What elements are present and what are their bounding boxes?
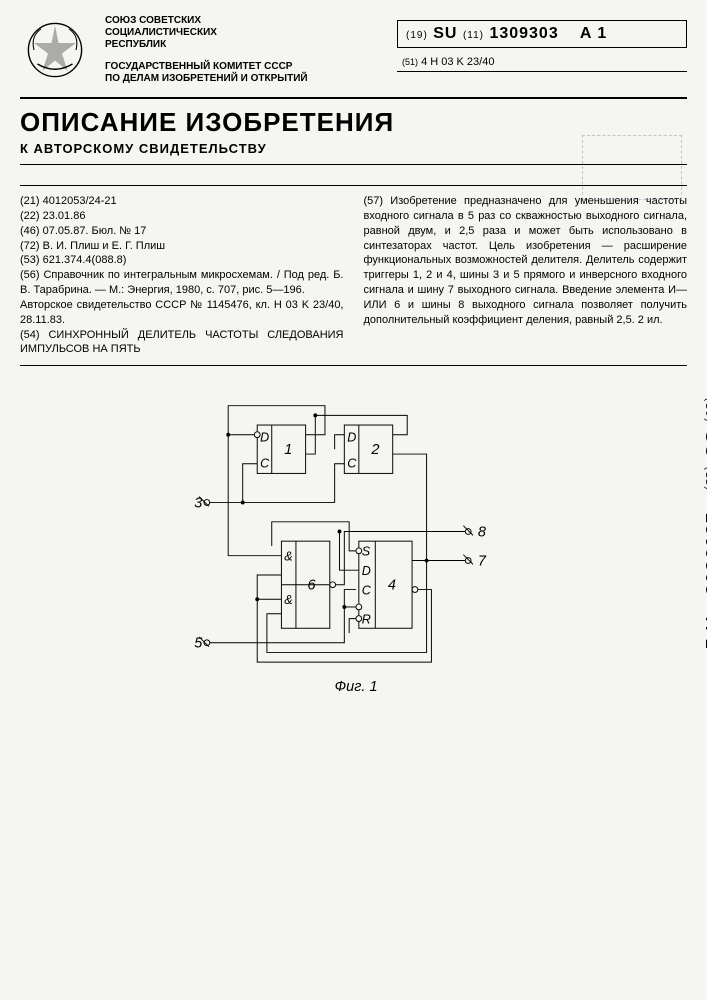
terminal-8: 8: [477, 525, 485, 541]
node-6: 6: [307, 578, 316, 594]
svg-text:D: D: [361, 564, 370, 578]
circuit-diagram: D C 1 D C 2 & & 6 S D C R 4: [184, 396, 524, 696]
header-org-text: СОЮЗ СОВЕТСКИХ СОЦИАЛИСТИЧЕСКИХ РЕСПУБЛИ…: [105, 15, 382, 85]
main-title: ОПИСАНИЕ ИЗОБРЕТЕНИЯ: [20, 107, 687, 138]
publication-number: (19) SU (11) 1309303 A 1: [397, 20, 687, 48]
header-row: СОЮЗ СОВЕТСКИХ СОЦИАЛИСТИЧЕСКИХ РЕСПУБЛИ…: [20, 15, 687, 85]
node-2: 2: [370, 442, 379, 458]
svg-text:C: C: [347, 457, 357, 471]
svg-text:C: C: [260, 457, 270, 471]
org-line3: РЕСПУБЛИК: [105, 39, 382, 51]
node-1: 1: [284, 442, 292, 458]
field-56: (56) Справочник по интегральным микросхе…: [20, 268, 344, 298]
svg-text:&: &: [284, 550, 292, 564]
field-22: (22) 23.01.86: [20, 209, 344, 224]
diagram-area: D C 1 D C 2 & & 6 S D C R 4: [20, 396, 687, 696]
terminal-7: 7: [477, 554, 486, 570]
field-54: (54) СИНХРОННЫЙ ДЕЛИТЕЛЬ ЧАСТОТЫ СЛЕДОВА…: [20, 328, 344, 358]
node-4: 4: [387, 578, 395, 594]
field-21: (21) 4012053/24-21: [20, 194, 344, 209]
svg-text:R: R: [361, 613, 370, 627]
terminal-3: 3: [194, 496, 202, 512]
svg-text:S: S: [361, 545, 370, 559]
org-line1: СОЮЗ СОВЕТСКИХ: [105, 15, 382, 27]
svg-text:D: D: [260, 431, 269, 445]
org-line2: СОЦИАЛИСТИЧЕСКИХ: [105, 27, 382, 39]
svg-text:&: &: [284, 593, 292, 607]
classification: (51) 4 H 03 K 23/40: [397, 53, 687, 72]
committee-line1: ГОСУДАРСТВЕННЫЙ КОМИТЕТ СССР: [105, 61, 382, 73]
svg-text:C: C: [361, 584, 371, 598]
terminal-5: 5: [194, 636, 203, 652]
svg-text:D: D: [347, 431, 356, 445]
publication-box: (19) SU (11) 1309303 A 1 (51) 4 H 03 K 2…: [397, 15, 687, 72]
right-column: (57) Изобретение предназначено для умень…: [364, 194, 688, 357]
state-emblem-icon: [20, 15, 90, 85]
field-72: (72) В. И. Плиш и Е. Г. Плиш: [20, 239, 344, 254]
left-column: (21) 4012053/24-21 (22) 23.01.86 (46) 07…: [20, 194, 344, 357]
abstract: (57) Изобретение предназначено для умень…: [364, 194, 688, 328]
figure-label: Фиг. 1: [334, 679, 377, 695]
field-53: (53) 621.374.4(088.8): [20, 253, 344, 268]
field-56b: Авторское свидетельство СССР № 1145476, …: [20, 298, 344, 328]
stamp-mark: [582, 135, 682, 200]
side-publication-number: (19) SU (11) 1309303 A 1: [702, 398, 707, 651]
committee-line2: ПО ДЕЛАМ ИЗОБРЕТЕНИЙ И ОТКРЫТИЙ: [105, 73, 382, 85]
field-46: (46) 07.05.87. Бюл. № 17: [20, 224, 344, 239]
content-columns: (21) 4012053/24-21 (22) 23.01.86 (46) 07…: [20, 185, 687, 366]
